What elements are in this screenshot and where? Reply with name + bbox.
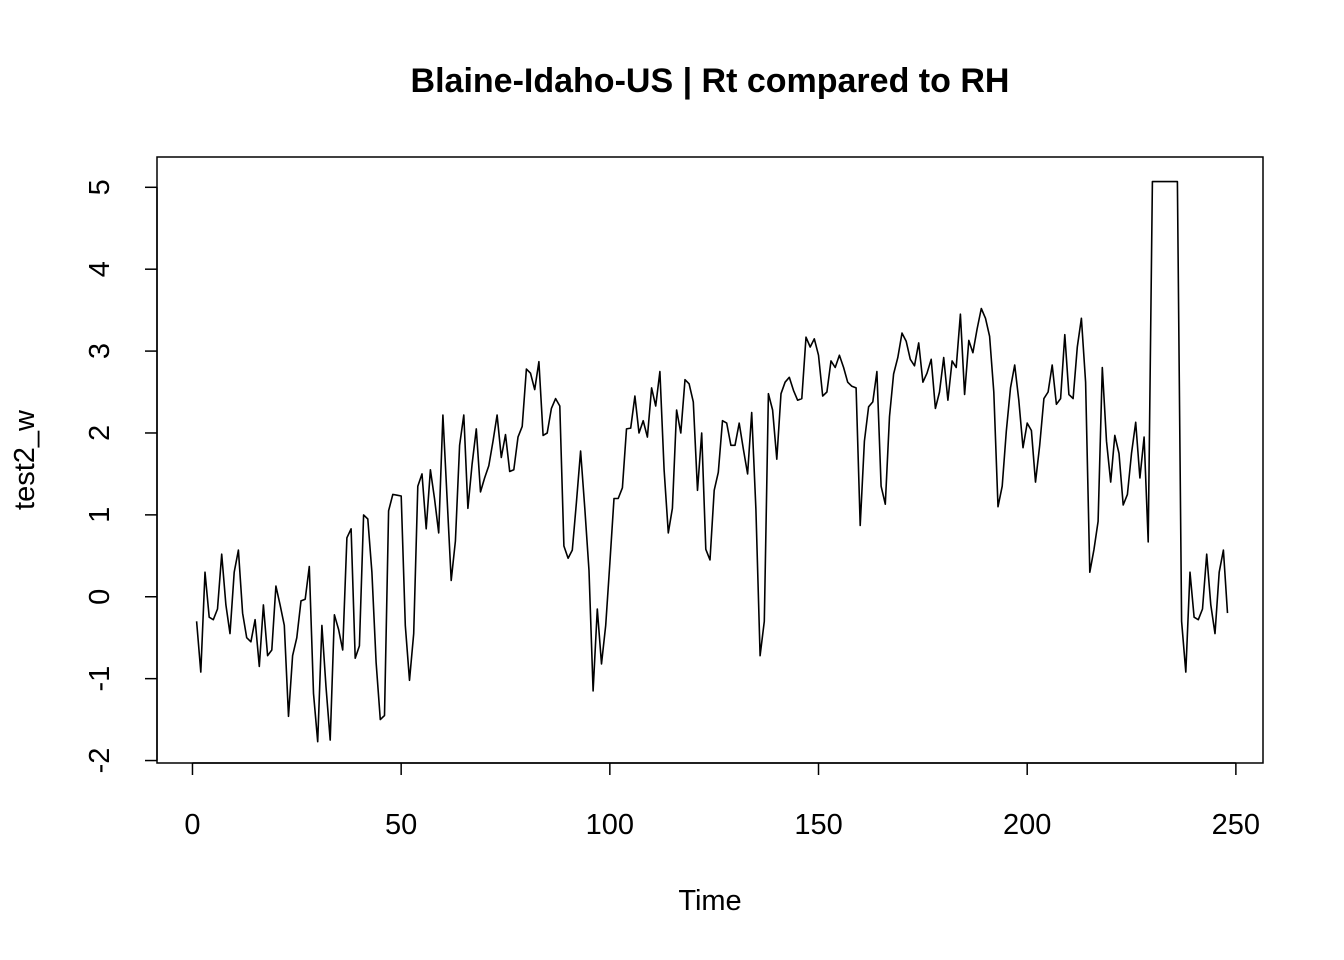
series-group [195,180,1229,743]
y-tick-label: -2 [84,748,116,774]
y-tick-label: 1 [84,507,116,523]
y-tick-label: -1 [84,666,116,692]
x-tick-label: 100 [586,809,634,841]
chart-title: Blaine-Idaho-US | Rt compared to RH [411,62,1010,100]
y-tick-label: 2 [84,425,116,441]
x-axis-label: Time [678,885,741,917]
x-tick-label: 0 [184,809,200,841]
y-tick-label: 0 [84,589,116,605]
y-axis: -2 -1 0 1 2 3 4 5 [84,179,158,774]
y-tick-label: 3 [84,343,116,359]
y-tick-label: 4 [84,261,116,277]
x-axis: 0 50 100 150 200 250 [184,762,1260,841]
x-tick-label: 150 [794,809,842,841]
x-tick-label: 200 [1003,809,1051,841]
plot-area-frame [156,156,1264,764]
y-axis-label: test2_w [9,409,41,510]
x-tick-label: 250 [1212,809,1260,841]
series-line [195,180,1229,743]
y-tick-label: 5 [84,179,116,195]
x-tick-label: 50 [385,809,417,841]
